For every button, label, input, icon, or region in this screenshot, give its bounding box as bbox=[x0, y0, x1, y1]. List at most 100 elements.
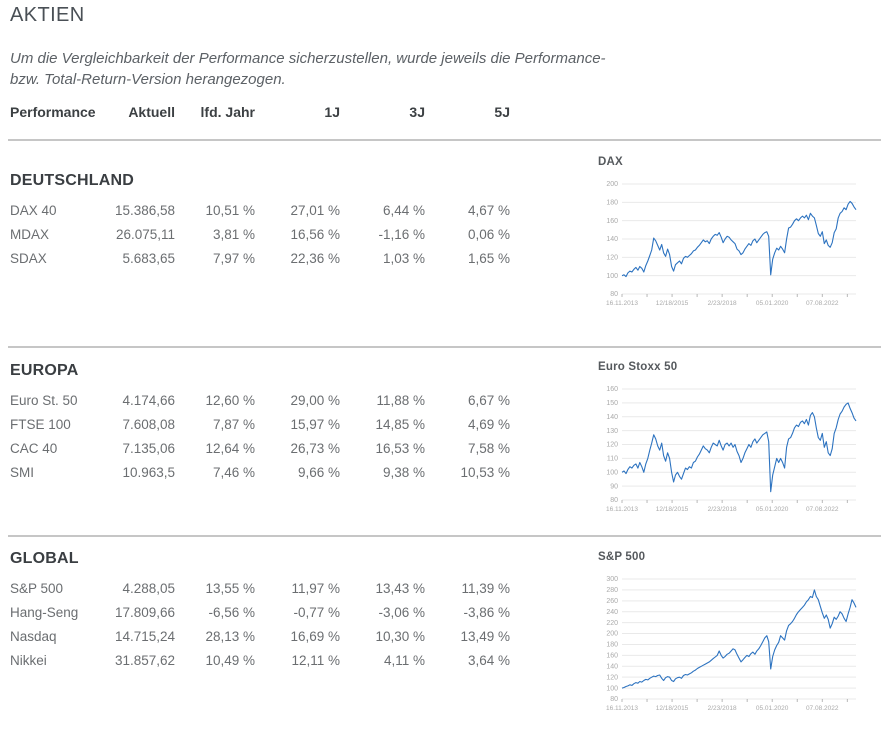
svg-text:240: 240 bbox=[606, 609, 618, 616]
column-header-lfd-jahr: lfd. Jahr bbox=[200, 104, 255, 120]
column-header-aktuell: Aktuell bbox=[128, 104, 175, 120]
table-row: CAC 40 7.135,06 12,64 % 26,73 % 16,53 % 7,58 … bbox=[10, 436, 510, 460]
value-cell: -3,06 % bbox=[378, 604, 425, 620]
svg-text:140: 140 bbox=[606, 663, 618, 670]
table-row: MDAX 26.075,11 3,81 % 16,56 % -1,16 % 0,06 % bbox=[10, 222, 510, 246]
value-cell: 16,53 % bbox=[375, 440, 425, 456]
svg-text:260: 260 bbox=[606, 598, 618, 605]
intro-line-1: Um die Vergleichbarkeit der Performance … bbox=[10, 50, 606, 67]
index-name: DAX 40 bbox=[10, 202, 57, 218]
value-cell: 14.715,24 bbox=[114, 628, 175, 644]
svg-text:80: 80 bbox=[610, 291, 618, 298]
chart-panel-sp-500: S&P 500 80 100 120 140 160 180 200 220 240 260 280… bbox=[598, 551, 878, 715]
value-cell: 13,43 % bbox=[375, 580, 425, 596]
value-cell: 31.857,62 bbox=[114, 652, 175, 668]
chart-title-sp-500: S&P 500 bbox=[598, 551, 646, 563]
index-name: Nasdaq bbox=[10, 628, 57, 644]
svg-text:200: 200 bbox=[606, 631, 618, 638]
value-cell: 4,69 % bbox=[467, 416, 510, 432]
value-cell: -0,77 % bbox=[293, 604, 340, 620]
column-header-5j: 5J bbox=[494, 104, 510, 120]
value-cell: 13,55 % bbox=[205, 580, 255, 596]
value-cell: 6,67 % bbox=[467, 392, 510, 408]
value-cell: 16,69 % bbox=[290, 628, 340, 644]
svg-text:160: 160 bbox=[606, 653, 618, 660]
dax-line-chart: 80 100 120 140 160 180 200 16.11.2013 12/18/2015… bbox=[606, 181, 857, 307]
index-name: Nikkei bbox=[10, 652, 47, 668]
value-cell: 11,88 % bbox=[376, 392, 425, 408]
value-cell: 4.174,66 bbox=[122, 392, 175, 408]
svg-text:2/23/2018: 2/23/2018 bbox=[708, 300, 737, 307]
value-cell: 29,00 % bbox=[290, 392, 340, 408]
index-name: Euro St. 50 bbox=[10, 392, 78, 408]
svg-text:2/23/2018: 2/23/2018 bbox=[708, 506, 737, 513]
svg-text:110: 110 bbox=[607, 456, 618, 463]
svg-text:80: 80 bbox=[610, 497, 618, 504]
value-cell: 7,46 % bbox=[212, 464, 255, 480]
table-row: SDAX 5.683,65 7,97 % 22,36 % 1,03 % 1,65 % bbox=[10, 246, 510, 270]
table-row: Hang-Seng 17.809,66 -6,56 % -0,77 % -3,06 % -… bbox=[10, 600, 510, 624]
value-cell: 28,13 % bbox=[205, 628, 255, 644]
svg-text:90: 90 bbox=[610, 483, 618, 490]
value-cell: 10,51 % bbox=[205, 202, 255, 218]
svg-text:120: 120 bbox=[606, 442, 618, 449]
value-cell: -3,86 % bbox=[463, 604, 510, 620]
section-title: GLOBAL bbox=[10, 550, 79, 567]
index-name: CAC 40 bbox=[10, 440, 58, 456]
chart-panel-euro-stoxx-50: Euro Stoxx 50 80 90 100 110 120 130 140 150 160 1… bbox=[598, 361, 878, 516]
svg-text:100: 100 bbox=[606, 469, 618, 476]
divider-deutschland-europa bbox=[8, 346, 881, 348]
divider-europa-global bbox=[8, 535, 881, 537]
table-row: Nasdaq 14.715,24 28,13 % 16,69 % 10,30 % 13,4… bbox=[10, 624, 510, 648]
intro-text: Um die Vergleichbarkeit der Performance … bbox=[10, 48, 630, 90]
svg-text:07.08.2022: 07.08.2022 bbox=[806, 705, 839, 712]
value-cell: 7,97 % bbox=[212, 250, 255, 266]
sp-500-line-chart: 80 100 120 140 160 180 200 220 240 260 280 300 16.11… bbox=[606, 576, 857, 712]
value-cell: 12,60 % bbox=[205, 392, 255, 408]
column-header-1j: 1J bbox=[324, 104, 340, 120]
value-cell: 12,11 % bbox=[291, 652, 340, 668]
intro-line-2: bzw. Total-Return-Version herangezogen. bbox=[10, 71, 286, 88]
index-name: Hang-Seng bbox=[10, 604, 79, 620]
table-section-europa: EUROPA Euro St. 50 4.174,66 12,60 % 29,00 % 1… bbox=[10, 362, 510, 484]
value-cell: 10.963,5 bbox=[122, 464, 175, 480]
value-cell: 7,58 % bbox=[467, 440, 510, 456]
svg-text:12/18/2015: 12/18/2015 bbox=[656, 300, 689, 307]
svg-text:130: 130 bbox=[606, 428, 618, 435]
svg-text:16.11.2013: 16.11.2013 bbox=[606, 506, 638, 513]
value-cell: 13,49 % bbox=[460, 628, 510, 644]
chart-title-euro-stoxx-50: Euro Stoxx 50 bbox=[598, 361, 678, 373]
section-title: EUROPA bbox=[10, 362, 79, 379]
svg-text:280: 280 bbox=[606, 587, 618, 594]
svg-text:160: 160 bbox=[606, 218, 618, 225]
svg-text:07.08.2022: 07.08.2022 bbox=[806, 506, 839, 513]
value-cell: 11,39 % bbox=[461, 580, 510, 596]
section-title: DEUTSCHLAND bbox=[10, 172, 134, 189]
value-cell: 9,66 % bbox=[297, 464, 340, 480]
value-cell: 4,11 % bbox=[383, 652, 425, 668]
value-cell: 7,87 % bbox=[212, 416, 255, 432]
value-cell: 7.135,06 bbox=[122, 440, 175, 456]
svg-text:100: 100 bbox=[606, 685, 618, 692]
value-cell: -6,56 % bbox=[208, 604, 255, 620]
value-cell: 3,81 % bbox=[212, 226, 255, 242]
value-cell: 1,65 % bbox=[467, 250, 510, 266]
page-title: AKTIEN bbox=[10, 4, 85, 26]
value-cell: 22,36 % bbox=[290, 250, 340, 266]
svg-text:12/18/2015: 12/18/2015 bbox=[656, 506, 689, 513]
svg-text:120: 120 bbox=[606, 255, 618, 262]
column-header-3j: 3J bbox=[409, 104, 425, 120]
table-row: Nikkei 31.857,62 10,49 % 12,11 % 4,11 % 3,64 … bbox=[10, 648, 510, 672]
svg-text:150: 150 bbox=[606, 400, 618, 407]
value-cell: 10,30 % bbox=[375, 628, 425, 644]
value-cell: 0,06 % bbox=[467, 226, 510, 242]
svg-text:05.01.2020: 05.01.2020 bbox=[756, 300, 789, 307]
index-name: S&P 500 bbox=[10, 580, 64, 596]
table-row: DAX 40 15.386,58 10,51 % 27,01 % 6,44 % 4,67 … bbox=[10, 198, 510, 222]
table-header-row: Performance Aktuell lfd. Jahr 1J 3J 5J bbox=[10, 104, 510, 120]
svg-text:220: 220 bbox=[606, 620, 618, 627]
chart-title-dax: DAX bbox=[598, 156, 623, 168]
value-cell: 5.683,65 bbox=[122, 250, 175, 266]
chart-panel-dax: DAX 80 100 120 140 160 180 200 16.11.2013 12/18/… bbox=[598, 156, 878, 310]
value-cell: 12,64 % bbox=[205, 440, 255, 456]
